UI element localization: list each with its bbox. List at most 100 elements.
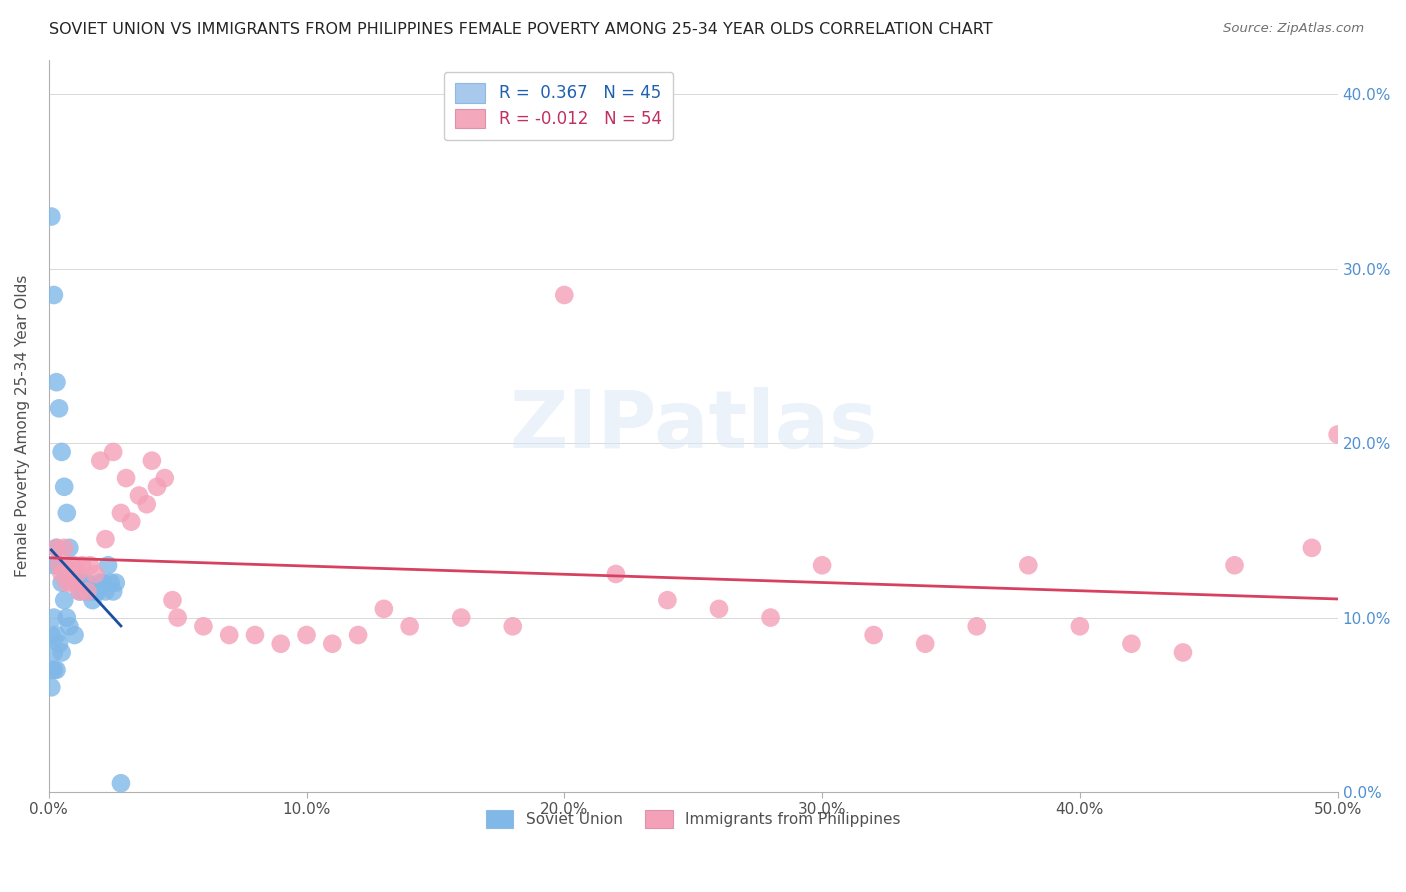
Point: [110, 506, 132, 520]
Point: [605, 566, 627, 581]
Point: [295, 628, 318, 642]
Point: [53, 541, 76, 555]
Point: [48, 401, 70, 416]
Point: [1069, 619, 1091, 633]
Point: [707, 602, 730, 616]
Point: [243, 628, 266, 642]
Point: [56, 506, 79, 520]
Point: [103, 445, 125, 459]
Point: [450, 610, 472, 624]
Point: [110, 776, 132, 790]
Point: [56, 575, 79, 590]
Point: [502, 619, 524, 633]
Point: [1223, 558, 1246, 573]
Point: [72, 575, 94, 590]
Point: [48, 558, 70, 573]
Point: [51, 566, 73, 581]
Point: [79, 558, 101, 573]
Point: [60, 558, 83, 573]
Point: [58, 558, 80, 573]
Legend: Soviet Union, Immigrants from Philippines: Soviet Union, Immigrants from Philippine…: [478, 803, 908, 836]
Y-axis label: Female Poverty Among 25-34 Year Olds: Female Poverty Among 25-34 Year Olds: [15, 275, 30, 577]
Point: [48, 558, 70, 573]
Point: [153, 471, 176, 485]
Point: [56, 610, 79, 624]
Point: [76, 584, 98, 599]
Point: [135, 497, 157, 511]
Point: [141, 453, 163, 467]
Point: [41, 681, 63, 695]
Text: Source: ZipAtlas.com: Source: ZipAtlas.com: [1223, 22, 1364, 36]
Point: [51, 645, 73, 659]
Point: [42, 558, 65, 573]
Point: [60, 575, 83, 590]
Point: [41, 628, 63, 642]
Point: [76, 575, 98, 590]
Point: [45, 541, 67, 555]
Point: [759, 610, 782, 624]
Point: [398, 619, 420, 633]
Point: [42, 288, 65, 302]
Text: ZIPatlas: ZIPatlas: [509, 387, 877, 465]
Point: [97, 558, 120, 573]
Point: [966, 619, 988, 633]
Point: [104, 575, 127, 590]
Point: [58, 541, 80, 555]
Point: [94, 584, 117, 599]
Point: [1301, 541, 1323, 555]
Point: [41, 663, 63, 677]
Point: [73, 584, 96, 599]
Point: [84, 566, 107, 581]
Point: [69, 584, 91, 599]
Point: [914, 637, 936, 651]
Point: [146, 480, 169, 494]
Point: [84, 584, 107, 599]
Point: [51, 575, 73, 590]
Point: [63, 566, 86, 581]
Point: [94, 532, 117, 546]
Point: [53, 593, 76, 607]
Point: [42, 610, 65, 624]
Point: [87, 584, 110, 599]
Point: [120, 515, 142, 529]
Point: [862, 628, 884, 642]
Point: [193, 619, 215, 633]
Point: [69, 584, 91, 599]
Point: [1121, 637, 1143, 651]
Point: [89, 575, 111, 590]
Point: [89, 453, 111, 467]
Point: [82, 593, 104, 607]
Point: [657, 593, 679, 607]
Point: [79, 584, 101, 599]
Point: [58, 619, 80, 633]
Point: [63, 628, 86, 642]
Point: [45, 375, 67, 389]
Point: [45, 663, 67, 677]
Point: [91, 575, 114, 590]
Point: [48, 637, 70, 651]
Point: [1017, 558, 1039, 573]
Point: [66, 575, 89, 590]
Point: [45, 628, 67, 642]
Point: [162, 593, 184, 607]
Point: [811, 558, 834, 573]
Point: [103, 584, 125, 599]
Point: [63, 558, 86, 573]
Point: [218, 628, 240, 642]
Point: [347, 628, 370, 642]
Point: [72, 558, 94, 573]
Point: [166, 610, 188, 624]
Point: [128, 489, 150, 503]
Point: [100, 575, 122, 590]
Point: [115, 471, 138, 485]
Point: [45, 541, 67, 555]
Point: [42, 663, 65, 677]
Point: [51, 445, 73, 459]
Point: [1326, 427, 1348, 442]
Point: [42, 645, 65, 659]
Point: [41, 210, 63, 224]
Text: SOVIET UNION VS IMMIGRANTS FROM PHILIPPINES FEMALE POVERTY AMONG 25-34 YEAR OLDS: SOVIET UNION VS IMMIGRANTS FROM PHILIPPI…: [49, 22, 993, 37]
Point: [321, 637, 343, 651]
Point: [1171, 645, 1194, 659]
Point: [553, 288, 575, 302]
